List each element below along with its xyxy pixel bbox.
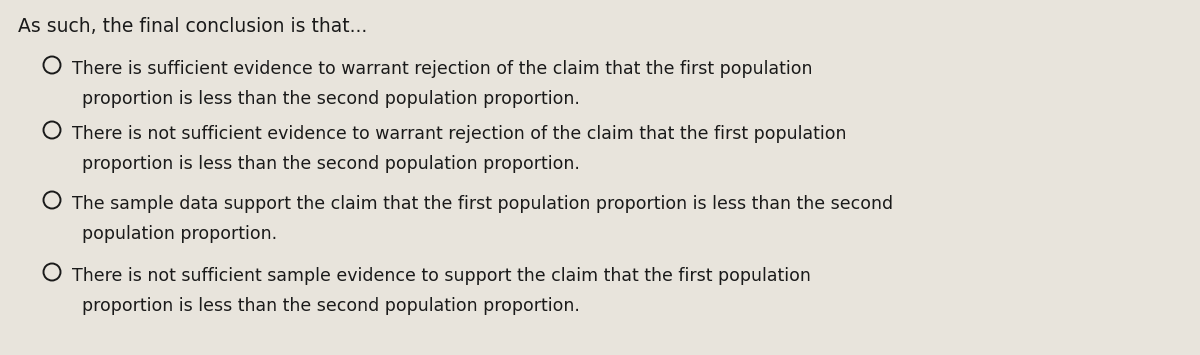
Text: proportion is less than the second population proportion.: proportion is less than the second popul… xyxy=(82,155,580,173)
Text: There is sufficient evidence to warrant rejection of the claim that the first po: There is sufficient evidence to warrant … xyxy=(72,60,812,78)
Text: proportion is less than the second population proportion.: proportion is less than the second popul… xyxy=(82,90,580,108)
Text: The sample data support the claim that the first population proportion is less t: The sample data support the claim that t… xyxy=(72,195,893,213)
Text: population proportion.: population proportion. xyxy=(82,225,277,243)
Text: There is not sufficient sample evidence to support the claim that the first popu: There is not sufficient sample evidence … xyxy=(72,267,811,285)
Text: As such, the final conclusion is that...: As such, the final conclusion is that... xyxy=(18,17,367,36)
Text: proportion is less than the second population proportion.: proportion is less than the second popul… xyxy=(82,297,580,315)
Text: There is not sufficient evidence to warrant rejection of the claim that the firs: There is not sufficient evidence to warr… xyxy=(72,125,846,143)
